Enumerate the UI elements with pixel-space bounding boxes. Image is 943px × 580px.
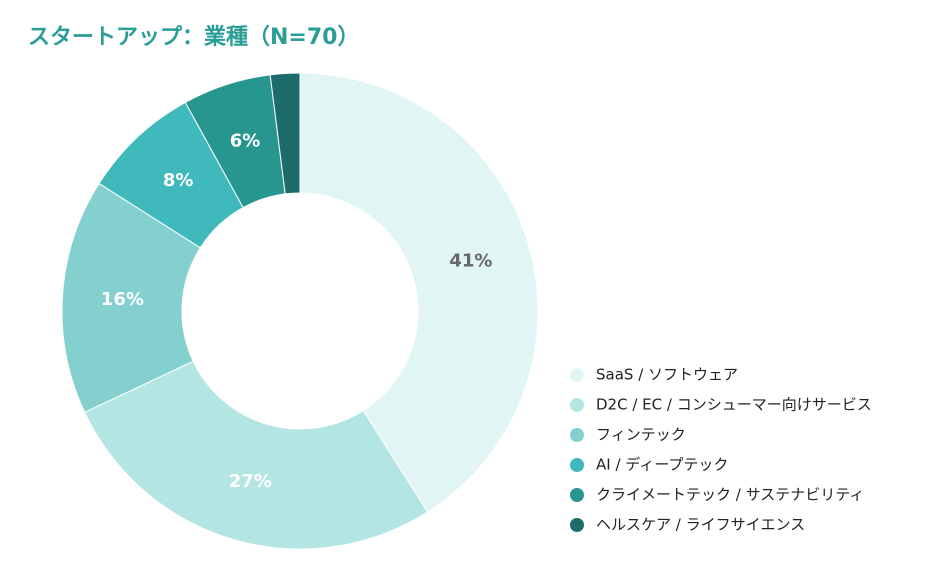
legend-label: D2C / EC / コンシューマー向けサービス xyxy=(596,396,872,414)
slice xyxy=(83,360,429,550)
slice-label: 8% xyxy=(163,170,194,191)
legend-label: クライメートテック / サステナビリティ xyxy=(596,486,864,504)
chart-title: スタートアップ：業種（N=70） xyxy=(28,25,359,50)
legend-label: SaaS / ソフトウェア xyxy=(596,366,738,384)
legend-swatch xyxy=(570,428,584,442)
legend-swatch xyxy=(570,458,584,472)
legend-label: フィンテック xyxy=(596,426,686,444)
legend-swatch xyxy=(570,488,584,502)
slice-label: 16% xyxy=(101,289,144,310)
legend-label: AI / ディープテック xyxy=(596,456,728,474)
legend-swatch xyxy=(570,518,584,532)
slice-label: 6% xyxy=(230,131,261,152)
legend-label: ヘルスケア / ライフサイエンス xyxy=(596,516,805,534)
slice xyxy=(61,182,202,414)
slice xyxy=(269,72,301,195)
legend-swatch xyxy=(570,368,584,382)
slice-label: 41% xyxy=(449,250,492,271)
slice xyxy=(299,72,539,513)
legend-swatch xyxy=(570,398,584,412)
slice-label: 27% xyxy=(229,471,272,492)
